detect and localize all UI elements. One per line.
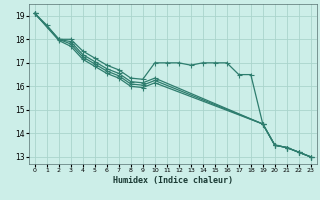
X-axis label: Humidex (Indice chaleur): Humidex (Indice chaleur) xyxy=(113,176,233,185)
